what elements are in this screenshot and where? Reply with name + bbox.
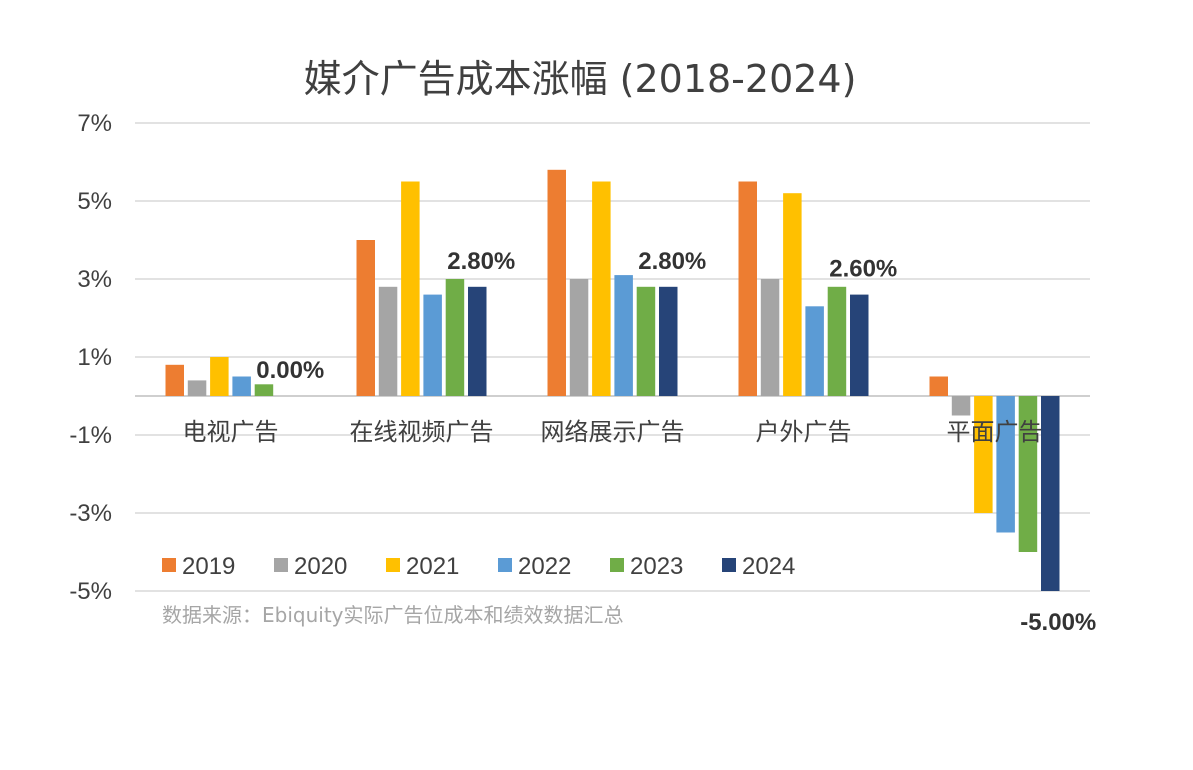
bar-2023 [445, 279, 465, 396]
y-tick-label: 3% [77, 266, 112, 293]
data-label: 0.00% [256, 357, 324, 384]
bar-2023 [636, 286, 656, 396]
bar-2019 [356, 240, 375, 396]
legend-label: 2019 [182, 553, 235, 580]
data-labels: 0.00% 2.80% 2.80% 2.60% -5.00% [256, 248, 1096, 636]
bar-2020 [569, 279, 589, 396]
bar-2021 [783, 193, 802, 396]
bar-2019 [929, 376, 948, 396]
legend-label: 2024 [742, 553, 795, 580]
chart-title: 媒介广告成本涨幅 (2018-2024) [304, 57, 857, 101]
legend-label: 2021 [406, 553, 459, 580]
gridlines [135, 122, 1090, 592]
bar-2021 [592, 181, 611, 396]
category-label: 电视广告 [183, 418, 279, 446]
bar-2023 [827, 286, 847, 396]
bar-2024 [659, 286, 678, 396]
category-label: 网络展示广告 [541, 418, 685, 446]
source-note: 数据来源：Ebiquity实际广告位成本和绩效数据汇总 [162, 603, 624, 627]
legend-label: 2022 [518, 553, 571, 580]
data-label: 2.60% [829, 256, 897, 283]
bar-2022 [614, 275, 633, 396]
bar-2024 [468, 286, 487, 396]
bar-2021 [974, 396, 993, 513]
y-tick-label: -3% [69, 500, 112, 527]
bar-2021 [401, 181, 420, 396]
category-label: 户外广告 [756, 418, 852, 446]
y-axis-ticks: 7% 5% 3% 1% -1% -3% -5% [69, 110, 112, 605]
legend-swatch-2019 [162, 558, 176, 572]
y-tick-label: -5% [69, 578, 112, 605]
legend-label: 2023 [630, 553, 683, 580]
bar-2020 [187, 380, 207, 396]
category-label: 在线视频广告 [350, 418, 494, 446]
bar-2019 [738, 181, 757, 396]
legend-swatch-2021 [386, 558, 400, 572]
bar-2020 [378, 286, 398, 396]
bar-2022 [996, 396, 1015, 533]
y-tick-label: 1% [77, 344, 112, 371]
legend-swatch-2022 [498, 558, 512, 572]
legend-swatch-2023 [610, 558, 624, 572]
legend-label: 2020 [294, 553, 347, 580]
bar-2024 [1041, 396, 1060, 591]
bar-2022 [805, 306, 824, 396]
bar-2020 [951, 396, 971, 416]
bar-2019 [165, 364, 184, 396]
data-label: 2.80% [638, 248, 706, 275]
legend-swatch-2024 [722, 558, 736, 572]
bar-2019 [547, 169, 566, 396]
data-label: 2.80% [447, 248, 515, 275]
bar-2024 [850, 294, 869, 396]
bar-2020 [760, 279, 780, 396]
y-tick-label: 5% [77, 188, 112, 215]
bars [165, 169, 1060, 591]
bar-2022 [232, 376, 251, 396]
y-tick-label: -1% [69, 422, 112, 449]
bar-2021 [210, 357, 229, 396]
legend: 2019 2020 2021 2022 2023 2024 [162, 553, 795, 580]
bar-2022 [423, 294, 442, 396]
data-label: -5.00% [1020, 609, 1096, 636]
category-labels: 电视广告 在线视频广告 网络展示广告 户外广告 平面广告 [183, 418, 1043, 446]
y-tick-label: 7% [77, 110, 112, 137]
legend-swatch-2020 [274, 558, 288, 572]
bar-2023 [254, 384, 274, 396]
category-label: 平面广告 [947, 418, 1043, 446]
bar-2023 [1018, 396, 1038, 552]
